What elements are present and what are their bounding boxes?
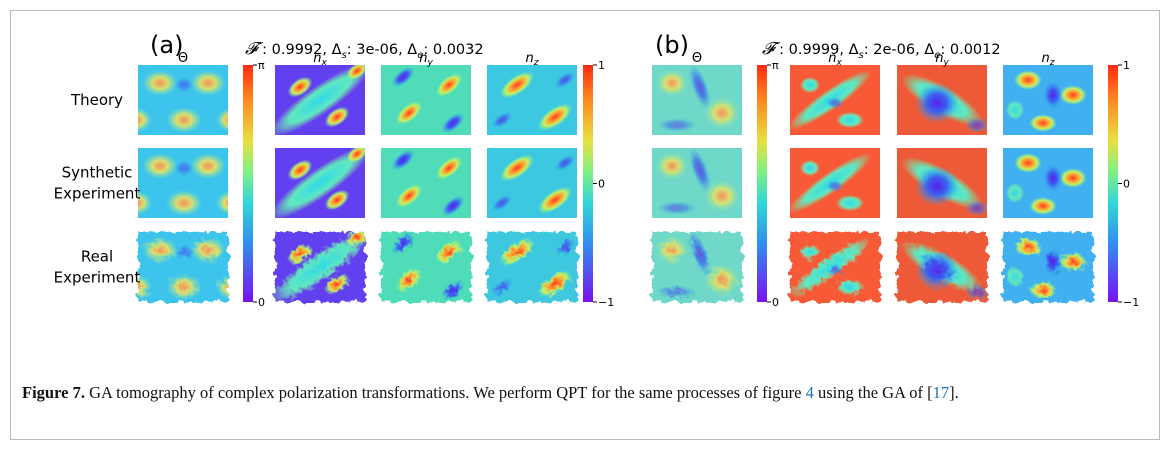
column-symbol: n — [313, 51, 321, 66]
metrics-part: : 0.9992, Δ — [258, 42, 342, 58]
column-symbol: n — [935, 51, 943, 66]
column-symbol: n — [828, 51, 836, 66]
heatmap — [1003, 148, 1093, 218]
figure-frame — [10, 10, 1160, 440]
column-label: ny — [419, 51, 433, 68]
caption-text: GA tomography of complex polarization tr… — [84, 383, 806, 402]
caption: Figure 7. GA tomography of complex polar… — [22, 381, 1147, 405]
metrics-part: : 0.0012 — [940, 42, 1000, 58]
heatmap — [275, 65, 365, 135]
metrics: 𝓕 : 0.9999, Δs: 2e-06, Δe: 0.0012 — [762, 39, 1001, 61]
column-symbol: Θ — [692, 51, 702, 66]
column-symbol: n — [1042, 51, 1050, 66]
heatmap — [275, 232, 365, 302]
colorbar-tick-label: −1 — [1123, 296, 1139, 309]
column-label: Θ — [178, 51, 188, 66]
colorbar-tick-label: 0 — [772, 296, 779, 309]
colorbar — [243, 65, 253, 302]
colorbar — [757, 65, 767, 302]
column-symbol: n — [526, 51, 534, 66]
heatmap — [790, 232, 880, 302]
column-symbol: Θ — [178, 51, 188, 66]
metrics-part: s — [859, 50, 864, 61]
panel-label: (a) — [150, 31, 183, 59]
heatmap — [381, 148, 471, 218]
caption-text: ]. — [949, 383, 959, 402]
column-label: nz — [1042, 51, 1055, 68]
heatmap — [1003, 232, 1093, 302]
heatmap — [487, 65, 577, 135]
metrics-part: : 3e-06, Δ — [347, 42, 418, 58]
row-label: Experiment — [54, 269, 141, 287]
heatmap — [138, 148, 228, 218]
heatmap — [138, 232, 228, 302]
caption-text: using the GA of [ — [813, 383, 933, 402]
metrics-part: : 0.0032 — [423, 42, 483, 58]
heatmap — [790, 65, 880, 135]
metrics-part: : 2e-06, Δ — [864, 42, 935, 58]
caption-text: Figure 7. — [22, 383, 85, 402]
column-label: Θ — [692, 51, 702, 66]
column-label: nx — [313, 51, 327, 68]
colorbar-tick-label: π — [772, 59, 779, 72]
heatmap — [790, 148, 880, 218]
reference-link[interactable]: 17 — [932, 383, 950, 402]
row-label: Synthetic — [62, 164, 133, 182]
heatmap — [652, 148, 742, 218]
column-subscript: x — [320, 58, 327, 68]
metrics-part: e — [417, 50, 423, 61]
metrics-part: : 0.9999, Δ — [775, 42, 859, 58]
heatmap — [381, 65, 471, 135]
colorbar-tick-label: 0 — [258, 296, 265, 309]
column-label: nx — [828, 51, 842, 68]
colorbar-tick-label: 1 — [598, 59, 605, 72]
colorbar-tick-label: −1 — [598, 296, 614, 309]
row-label: Real — [81, 248, 113, 266]
colorbar-tick-label: 1 — [1123, 59, 1130, 72]
heatmap — [652, 65, 742, 135]
metrics-part: s — [342, 50, 347, 61]
heatmap — [897, 232, 987, 302]
reference-link[interactable]: 4 — [805, 383, 814, 402]
column-label: nz — [526, 51, 539, 68]
heatmap — [487, 232, 577, 302]
colorbar — [1108, 65, 1118, 302]
colorbar-tick-label: 0 — [1123, 178, 1130, 191]
heatmap — [1003, 65, 1093, 135]
column-subscript: z — [1049, 58, 1055, 68]
row-label: Experiment — [54, 185, 141, 203]
column-label: ny — [935, 51, 949, 68]
column-subscript: y — [426, 58, 433, 68]
colorbar — [583, 65, 593, 302]
metrics-part: e — [934, 50, 940, 61]
panels: π 0 1 0 −1 π 0 1 0 −1 — [138, 59, 1139, 309]
colorbar-tick-label: π — [258, 59, 265, 72]
metrics: 𝓕 : 0.9992, Δs: 3e-06, Δe: 0.0032 — [245, 39, 484, 61]
column-symbol: n — [419, 51, 427, 66]
column-subscript: z — [533, 58, 539, 68]
heatmap — [652, 232, 742, 302]
heatmap — [487, 148, 577, 218]
heatmap — [138, 65, 228, 135]
colorbar-tick-label: 0 — [598, 178, 605, 191]
column-subscript: y — [942, 58, 949, 68]
panel-label: (b) — [655, 31, 689, 59]
heatmap — [897, 148, 987, 218]
heatmap — [381, 232, 471, 302]
heatmap — [275, 148, 365, 218]
row-label: Theory — [70, 91, 123, 109]
column-subscript: x — [835, 58, 842, 68]
heatmap — [897, 65, 987, 135]
